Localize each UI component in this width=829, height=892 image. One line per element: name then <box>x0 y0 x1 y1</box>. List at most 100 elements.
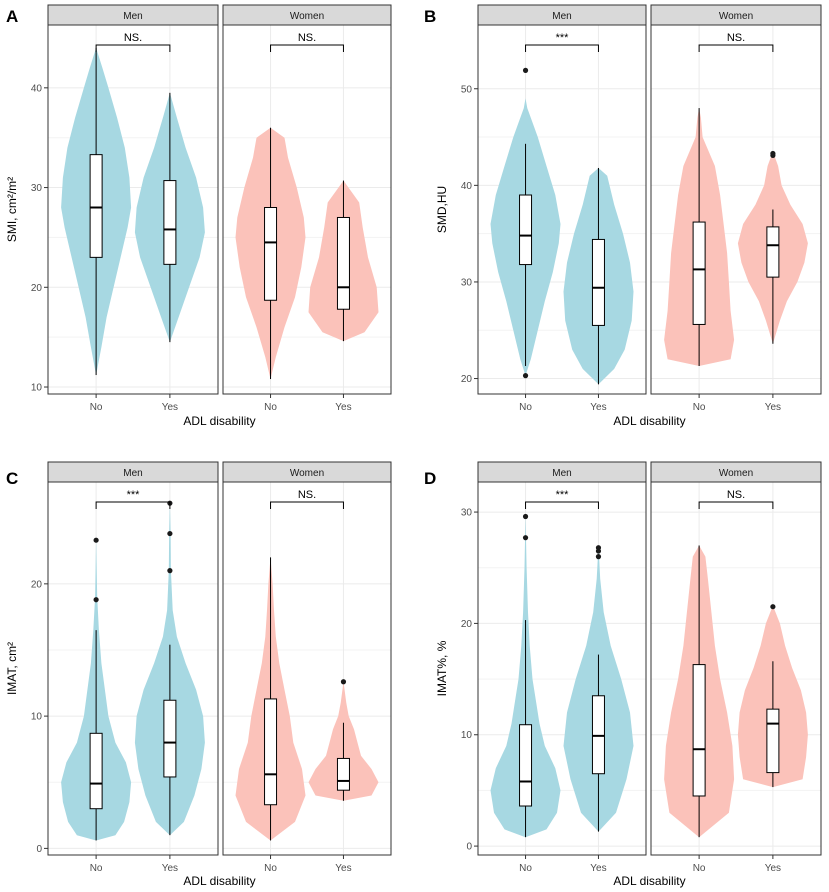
x-axis-title: ADL disability <box>613 414 685 428</box>
significance-bracket <box>698 44 774 52</box>
y-tick-label: 20 <box>31 579 43 590</box>
facet-strip-label: Men <box>123 468 142 479</box>
x-tick-label: Yes <box>590 863 606 874</box>
panel-b: B Men *** No Yes Women NS. No Yes 20 30 40 50 SMD,HU A… <box>424 4 822 428</box>
panel-a: A Men NS. No Yes Women NS. No Yes 10 20 30 40 SMI, cm… <box>5 4 392 428</box>
outlier-point <box>167 568 173 574</box>
y-tick-label: 40 <box>31 83 43 94</box>
y-tick-label: 40 <box>461 181 473 192</box>
y-tick-label: 20 <box>31 283 43 294</box>
outlier-point <box>595 554 602 560</box>
x-tick-label: No <box>264 863 277 874</box>
x-axis-title: ADL disability <box>183 414 255 428</box>
outlier-point <box>167 530 173 537</box>
significance-bracket <box>270 44 344 52</box>
panel-c: C Men *** No Yes Women NS. No Yes 0 10 20 IMAT, cm² A… <box>5 461 392 888</box>
outlier-point <box>522 513 529 520</box>
box-iqr <box>163 699 177 778</box>
outlier-point <box>770 150 776 157</box>
y-tick-label: 50 <box>461 84 473 95</box>
facet-strip-label: Women <box>290 468 324 479</box>
y-tick-label: 0 <box>466 842 472 853</box>
outlier-point <box>522 373 529 379</box>
y-tick-label: 30 <box>461 277 473 288</box>
facet-women: Women NS. No Yes <box>222 4 392 413</box>
box-iqr <box>766 708 780 774</box>
significance-label: NS. <box>727 489 745 501</box>
x-tick-label: Yes <box>765 863 781 874</box>
outlier-point <box>595 545 602 551</box>
y-tick-label: 30 <box>31 183 43 194</box>
facet-border <box>47 481 219 856</box>
panel-letter: B <box>424 7 436 26</box>
group-men-yes <box>563 545 634 832</box>
facet-border <box>477 481 647 856</box>
group-women-yes <box>737 150 808 344</box>
facet-men: Men *** No Yes <box>47 461 219 874</box>
group-women-yes <box>737 604 808 788</box>
box-iqr <box>264 207 278 301</box>
y-tick-label: 30 <box>461 508 473 519</box>
outlier-point <box>93 537 99 543</box>
x-tick-label: Yes <box>590 402 606 413</box>
significance-bracket <box>525 44 599 52</box>
facet-women: Women NS. No Yes <box>650 461 822 874</box>
group-men-no <box>61 47 132 376</box>
significance-label: NS. <box>124 32 142 44</box>
box-iqr <box>591 695 605 775</box>
facet-strip-label: Women <box>719 468 753 479</box>
facet-strip-label: Women <box>719 11 753 22</box>
x-tick-label: Yes <box>335 863 351 874</box>
x-tick-label: No <box>90 863 103 874</box>
box-iqr <box>336 216 350 310</box>
box-iqr <box>692 664 706 797</box>
significance-label: NS. <box>298 489 316 501</box>
y-axis-title: SMI, cm²/m² <box>5 177 19 242</box>
significance-label: NS. <box>727 32 745 44</box>
significance-label: *** <box>556 489 570 501</box>
outlier-point <box>522 67 529 74</box>
facet-strip-label: Men <box>552 11 571 22</box>
outlier-point <box>522 535 529 541</box>
box-iqr <box>591 238 605 326</box>
facet-men: Men *** No Yes <box>477 461 647 874</box>
facet-men: Men *** No Yes <box>477 4 647 413</box>
box-iqr <box>766 226 780 278</box>
x-tick-label: No <box>90 402 103 413</box>
box-iqr <box>163 180 177 265</box>
group-men-yes <box>563 167 634 385</box>
y-axis-title: SMD,HU <box>435 186 449 233</box>
panel-d: D Men *** No Yes Women NS. No Yes 0 10 20 30 IMAT%, %… <box>424 461 822 888</box>
y-tick-label: 20 <box>461 374 473 385</box>
group-men-yes <box>134 92 205 343</box>
group-women-no <box>235 557 306 841</box>
x-tick-label: No <box>264 402 277 413</box>
group-women-no <box>664 545 735 838</box>
group-men-no <box>61 537 132 841</box>
panel-letter: C <box>6 469 18 488</box>
x-tick-label: No <box>693 863 706 874</box>
y-axis-title: IMAT%, % <box>435 640 449 696</box>
facet-women: Women NS. No Yes <box>650 4 822 413</box>
x-tick-label: No <box>693 402 706 413</box>
facet-strip-label: Men <box>123 11 142 22</box>
y-tick-label: 10 <box>31 712 43 723</box>
significance-label: *** <box>127 489 141 501</box>
facet-women: Women NS. No Yes <box>222 461 392 874</box>
y-tick-label: 10 <box>31 383 43 394</box>
box-iqr <box>336 757 350 791</box>
facet-border <box>222 24 392 395</box>
x-tick-label: Yes <box>162 863 178 874</box>
panel-letter: A <box>6 7 18 26</box>
box-iqr <box>89 154 103 258</box>
outlier-point <box>93 597 99 603</box>
significance-label: NS. <box>298 32 316 44</box>
group-women-yes <box>308 679 379 801</box>
significance-bracket <box>270 501 344 509</box>
group-men-yes <box>134 500 205 836</box>
y-tick-label: 10 <box>461 730 473 741</box>
box-iqr <box>692 221 706 325</box>
box-iqr <box>519 724 533 807</box>
facet-border <box>650 24 822 395</box>
